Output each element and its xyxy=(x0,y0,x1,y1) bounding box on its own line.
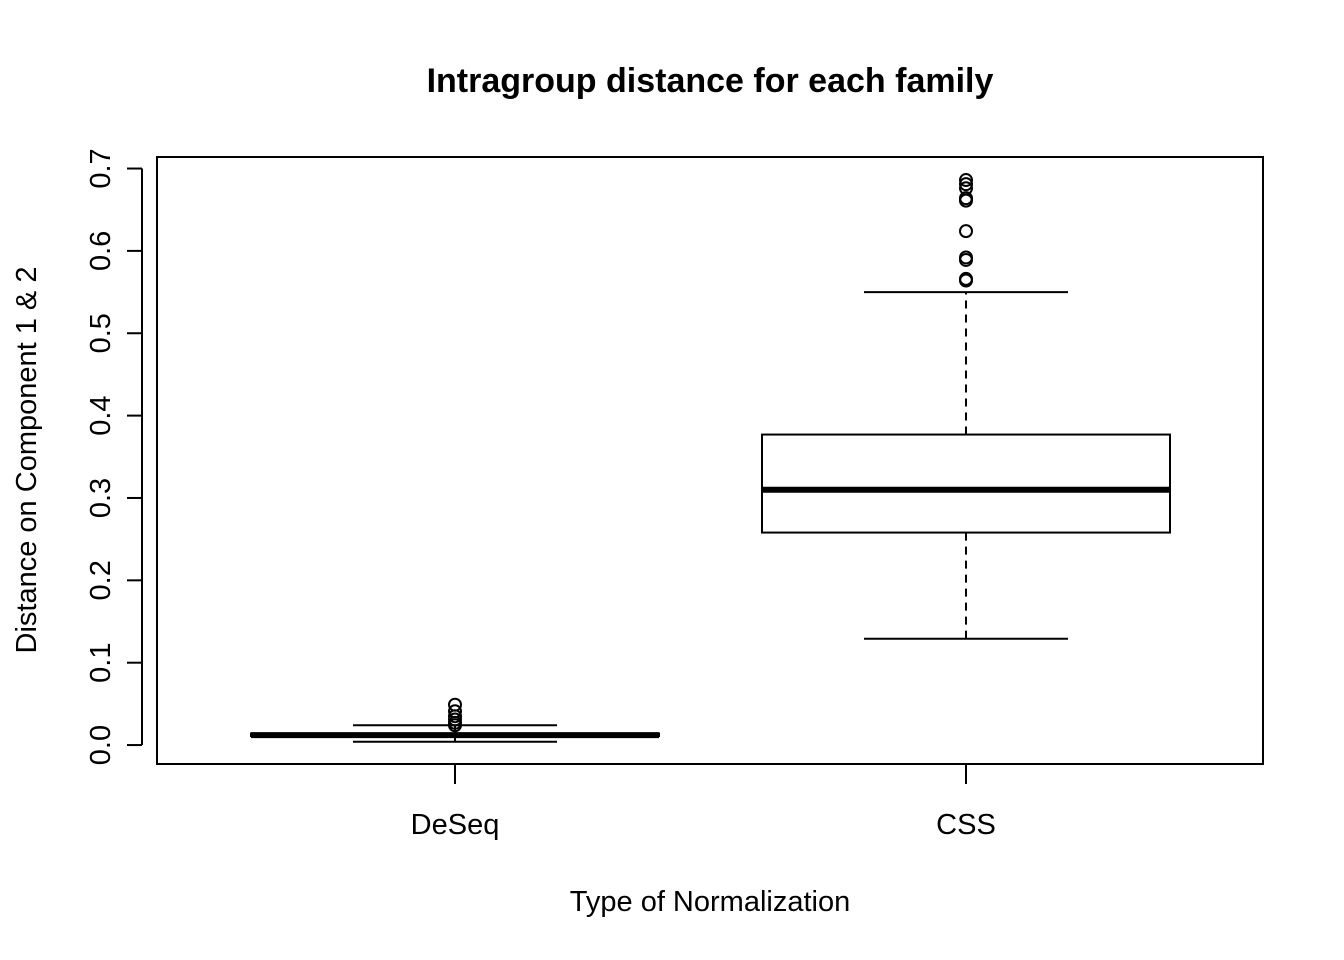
y-tick-label: 0.1 xyxy=(85,643,117,683)
chart-title: Intragroup distance for each family xyxy=(427,62,994,100)
y-axis: 0.0 0.1 0.2 0.3 0.4 0.5 0.6 0.7 xyxy=(85,148,143,765)
y-axis-label: Distance on Component 1 & 2 xyxy=(11,267,43,654)
x-axis: DeSeq CSS xyxy=(411,764,996,841)
y-tick-label: 0.2 xyxy=(85,560,117,600)
x-tick-label: CSS xyxy=(936,809,996,841)
y-tick-label: 0.6 xyxy=(85,231,117,271)
outlier-point xyxy=(959,173,973,188)
outlier-point xyxy=(959,273,973,288)
outlier-point xyxy=(959,193,973,208)
x-tick-label: DeSeq xyxy=(411,809,500,841)
x-axis-label: Type of Normalization xyxy=(570,886,850,918)
outlier-point xyxy=(959,252,973,267)
interquartile-box xyxy=(761,433,1171,534)
y-tick-label: 0.0 xyxy=(85,725,117,765)
y-tick-label: 0.5 xyxy=(85,313,117,353)
outlier-point xyxy=(448,718,462,733)
box-series xyxy=(250,173,1171,743)
box-deseq xyxy=(250,697,660,743)
box-css xyxy=(761,173,1171,640)
y-tick-label: 0.4 xyxy=(85,395,117,435)
y-tick-label: 0.7 xyxy=(85,148,117,188)
outlier-point xyxy=(959,177,973,192)
plot-frame xyxy=(156,156,1264,765)
y-tick-label: 0.3 xyxy=(85,478,117,518)
outlier-point xyxy=(959,224,973,239)
